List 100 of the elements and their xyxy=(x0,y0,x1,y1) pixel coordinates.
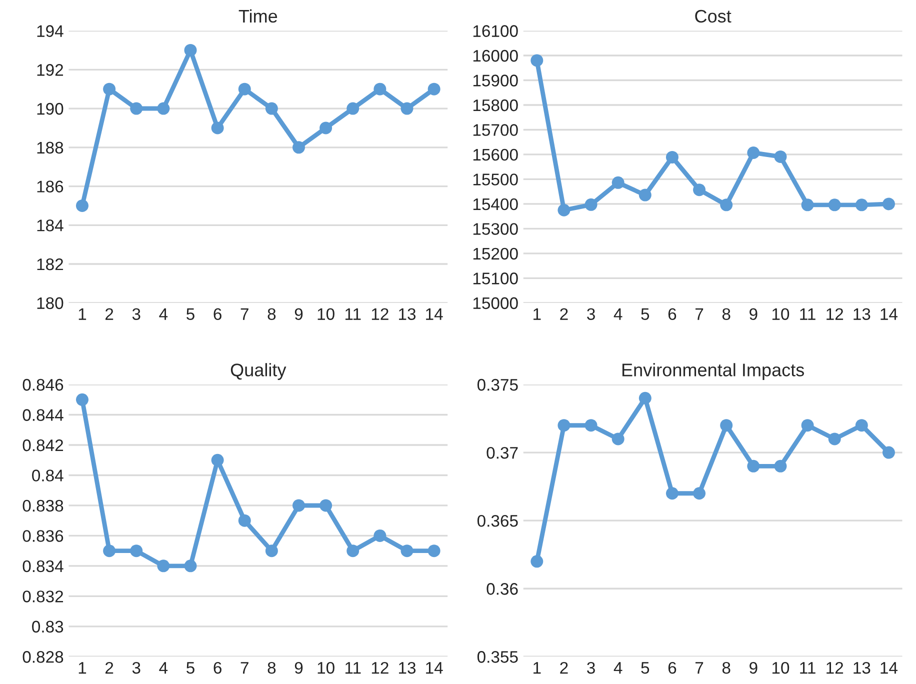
y-tick-label: 0.355 xyxy=(477,651,518,663)
x-tick-label: 14 xyxy=(426,662,443,674)
chart-title: Environmental Impacts xyxy=(622,363,804,380)
point xyxy=(320,499,332,512)
x-tick-label: 1 xyxy=(534,662,541,674)
x-tick-label: 7 xyxy=(240,662,248,674)
x-tick-label: 4 xyxy=(614,308,622,320)
point xyxy=(747,146,760,159)
x-tick-label: 12 xyxy=(372,662,388,674)
x-tick-label: 8 xyxy=(268,308,276,320)
y-tick-label: 15900 xyxy=(473,74,518,86)
x-tick-label: 3 xyxy=(587,662,595,674)
x-tick-label: 4 xyxy=(159,662,168,674)
y-tick-label: 188 xyxy=(37,142,64,154)
x-tick-label: 10 xyxy=(318,308,334,320)
point xyxy=(130,102,143,115)
x-tick-label: 10 xyxy=(772,308,790,320)
x-tick-label: 9 xyxy=(750,308,758,320)
point xyxy=(211,122,224,134)
x-tick-label: 2 xyxy=(560,308,568,320)
x-tick-label: 3 xyxy=(587,308,595,320)
point xyxy=(238,514,251,527)
point xyxy=(612,432,624,446)
point xyxy=(374,82,386,96)
point xyxy=(584,419,598,432)
point xyxy=(666,150,678,164)
point xyxy=(720,419,733,432)
point xyxy=(638,188,652,202)
point xyxy=(882,198,895,210)
chart-title: Cost xyxy=(695,10,732,23)
y-tick-label: 0.36 xyxy=(486,583,518,595)
point xyxy=(584,198,598,211)
point xyxy=(320,122,332,134)
y-tick-label: 16100 xyxy=(473,25,518,37)
y-tick-label: 0.365 xyxy=(477,514,518,527)
x-tick-label: 9 xyxy=(294,308,303,320)
point xyxy=(400,102,414,115)
x-tick-label: 12 xyxy=(826,662,844,674)
point xyxy=(103,544,116,558)
y-tick-label: 15600 xyxy=(473,148,518,161)
point xyxy=(693,487,706,500)
point xyxy=(374,529,386,542)
y-tick-label: 0.844 xyxy=(22,409,64,421)
x-tick-label: 4 xyxy=(614,662,622,674)
x-tick-label: 6 xyxy=(668,308,676,320)
point xyxy=(801,419,814,432)
x-tick-label: 14 xyxy=(880,308,898,320)
point xyxy=(828,198,841,212)
y-tick-label: 0.828 xyxy=(22,651,64,663)
y-tick-label: 16000 xyxy=(473,50,518,62)
point xyxy=(666,487,678,500)
y-tick-label: 0.83 xyxy=(32,620,64,633)
x-tick-label: 6 xyxy=(214,308,222,320)
x-tick-label: 8 xyxy=(722,662,730,674)
y-tick-label: 15800 xyxy=(473,99,518,112)
y-tick-label: 0.842 xyxy=(22,439,64,452)
x-tick-label: 5 xyxy=(186,308,194,320)
x-tick-label: 14 xyxy=(426,308,443,320)
x-tick-label: 13 xyxy=(399,662,416,674)
x-tick-label: 5 xyxy=(641,308,650,320)
x-tick-label: 2 xyxy=(560,662,568,674)
x-tick-label: 11 xyxy=(345,662,361,674)
x-tick-label: 7 xyxy=(696,308,704,320)
x-tick-label: 13 xyxy=(854,308,870,320)
point xyxy=(747,460,760,472)
x-tick-label: 1 xyxy=(78,662,86,674)
point xyxy=(346,544,360,558)
x-tick-label: 10 xyxy=(318,662,334,674)
y-tick-label: 15400 xyxy=(473,198,518,210)
point xyxy=(238,82,251,96)
point xyxy=(855,198,868,212)
point xyxy=(130,544,143,558)
x-tick-label: 1 xyxy=(534,308,541,320)
y-tick-label: 0.37 xyxy=(486,446,518,459)
x-tick-label: 11 xyxy=(345,308,361,320)
x-tick-label: 11 xyxy=(800,308,816,320)
y-tick-label: 182 xyxy=(37,258,64,270)
point xyxy=(530,54,544,67)
x-tick-label: 11 xyxy=(800,662,816,674)
point xyxy=(558,204,570,216)
point xyxy=(774,460,787,472)
point xyxy=(76,393,88,406)
point xyxy=(184,560,197,572)
y-tick-label: 0.846 xyxy=(22,378,64,391)
x-tick-label: 4 xyxy=(159,308,168,320)
point xyxy=(157,560,170,572)
point xyxy=(612,176,624,189)
chart-title: Time xyxy=(238,9,278,23)
y-tick-label: 192 xyxy=(37,64,64,76)
y-tick-label: 0.834 xyxy=(22,560,64,572)
x-tick-label: 6 xyxy=(214,662,222,674)
point xyxy=(400,544,414,558)
x-tick-label: 6 xyxy=(668,662,676,674)
point xyxy=(638,392,652,404)
x-tick-label: 3 xyxy=(132,662,140,674)
y-tick-label: 194 xyxy=(37,25,64,37)
point xyxy=(720,198,733,212)
point xyxy=(558,419,570,432)
y-tick-label: 15100 xyxy=(473,272,518,284)
x-tick-label: 13 xyxy=(399,308,416,320)
